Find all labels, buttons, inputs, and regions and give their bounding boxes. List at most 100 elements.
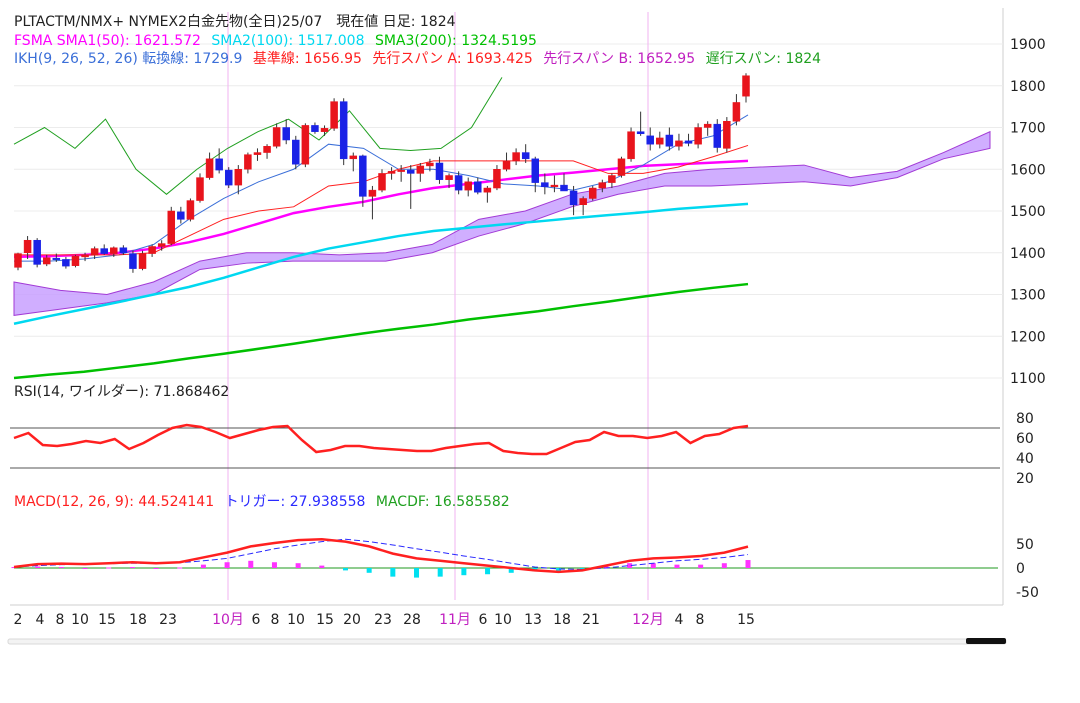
macdf-bar <box>271 562 277 568</box>
macd-line-legend: MACD(12, 26, 9): 44.524141 <box>14 494 214 510</box>
candle-body <box>617 158 626 176</box>
rsi-tick-label: 40 <box>1016 451 1034 467</box>
candle-body <box>493 169 501 189</box>
candle-body <box>378 173 386 191</box>
x-tick-label: 11月 <box>439 612 471 628</box>
macdf-bar <box>200 564 206 568</box>
senkou-b-legend: 先行スパン B: 1652.95 <box>543 51 695 67</box>
chart-title: PLTACTM/NMX+ NYMEX2白金先物(全日)25/07 現在値 日足:… <box>14 13 456 30</box>
x-tick-label: 15 <box>98 612 116 628</box>
macdf-bar <box>461 568 467 576</box>
candle-body <box>521 152 530 160</box>
macd-tick-label: 0 <box>1016 561 1025 577</box>
candle-body <box>397 169 405 172</box>
price-tick-label: 1600 <box>1010 162 1046 178</box>
candle-body <box>531 158 540 183</box>
candle-body <box>656 137 664 145</box>
candle-body <box>320 128 329 132</box>
rsi-line <box>13 423 749 456</box>
candle-body <box>196 177 204 201</box>
rsi-tick-label: 60 <box>1016 431 1034 447</box>
candle-body <box>215 158 223 171</box>
candle-body <box>110 247 118 254</box>
candle-body <box>454 175 463 191</box>
candle-body <box>33 239 41 265</box>
series-line-2 <box>13 282 749 380</box>
candle-body <box>272 127 281 147</box>
candle-body <box>167 210 176 244</box>
macd-line <box>13 537 749 574</box>
price-tick-label: 1500 <box>1010 204 1046 220</box>
scrollbar-thumb[interactable] <box>966 638 1006 644</box>
tenkan-legend: IKH(9, 26, 52, 26) 転換線: 1729.9 <box>14 51 242 67</box>
candle-body <box>14 253 22 268</box>
macdf-bar <box>721 563 727 568</box>
x-tick-label: 15 <box>737 612 755 628</box>
candle-body <box>703 123 712 128</box>
candle-body <box>282 127 290 141</box>
macdf-bar <box>153 568 159 569</box>
series-line-5 <box>13 77 503 195</box>
candle-body <box>186 200 195 220</box>
candle-body <box>742 75 750 97</box>
candle-body <box>224 169 233 186</box>
candle-body <box>359 155 367 197</box>
candle-body <box>579 198 587 205</box>
horizontal-scrollbar[interactable] <box>7 638 1007 645</box>
macdf-bar <box>295 563 301 568</box>
x-tick-label: 15 <box>316 612 334 628</box>
macdf-bar <box>674 564 680 568</box>
candle-body <box>90 248 99 256</box>
x-tick-label: 28 <box>403 612 421 628</box>
candle-body <box>42 257 51 265</box>
x-tick-label: 10 <box>287 612 305 628</box>
candle-body <box>684 140 693 144</box>
macdf-bar <box>35 566 41 568</box>
candle-body <box>406 169 415 174</box>
x-tick-label: 8 <box>56 612 65 628</box>
macdf-bar <box>485 568 491 575</box>
macdf-bar <box>129 567 135 569</box>
candle-body <box>301 125 310 165</box>
x-tick-label: 4 <box>36 612 45 628</box>
x-tick-label: 10 <box>494 612 512 628</box>
macdf-bar <box>508 568 514 573</box>
rsi-panel <box>10 423 1000 469</box>
macd-legend: MACD(12, 26, 9): 44.524141 トリガー: 27.9385… <box>14 494 510 510</box>
candle-body <box>675 140 683 147</box>
candle-body <box>723 120 731 149</box>
candle-body <box>474 181 482 193</box>
candle-body <box>339 101 348 160</box>
macdf-bar <box>390 568 396 577</box>
x-tick-label: 21 <box>582 612 600 628</box>
macdf-bar <box>698 564 704 568</box>
x-tick-label: 20 <box>343 612 361 628</box>
macd-panel <box>11 537 998 578</box>
rsi-tick-label: 20 <box>1016 471 1034 487</box>
candle-body <box>205 158 214 178</box>
price-tick-label: 1900 <box>1010 37 1046 53</box>
price-tick-label: 1200 <box>1010 329 1046 345</box>
candle-body <box>445 175 453 180</box>
price-tick-label: 1800 <box>1010 79 1046 95</box>
candle-body <box>157 243 166 247</box>
candle-body <box>234 169 243 186</box>
macdf-bar <box>556 568 562 571</box>
macdf-bar <box>579 568 585 569</box>
x-tick-label: 13 <box>524 612 542 628</box>
candle-body <box>713 123 722 148</box>
candle-body <box>148 246 156 254</box>
macd-tick-label: -50 <box>1016 585 1039 601</box>
candle-body <box>550 184 559 188</box>
candle-body <box>627 131 635 160</box>
candle-body <box>732 102 741 122</box>
candle-body <box>464 181 472 191</box>
x-tick-label: 23 <box>374 612 392 628</box>
candle-body <box>416 165 425 174</box>
senkou-a-legend: 先行スパン A: 1693.425 <box>372 51 532 67</box>
candle-body <box>244 154 252 170</box>
candle-body <box>483 187 492 193</box>
candle-body <box>502 160 511 170</box>
candle-body <box>330 101 338 129</box>
